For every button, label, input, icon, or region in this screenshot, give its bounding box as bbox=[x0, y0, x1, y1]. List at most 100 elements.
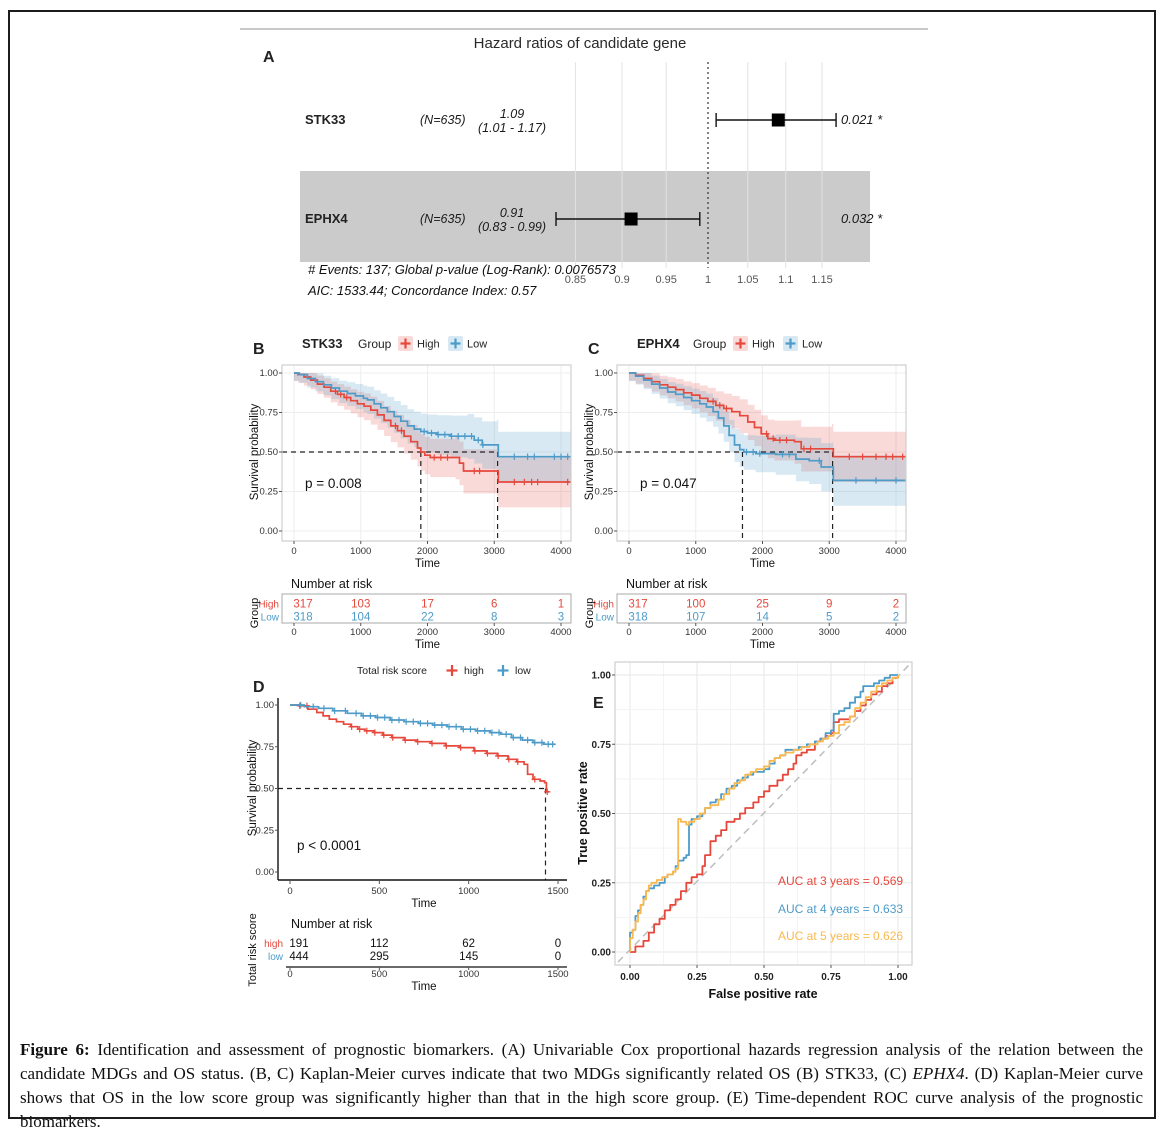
forest-axis-tick: 1 bbox=[705, 274, 711, 286]
risk-count: 0 bbox=[555, 951, 561, 963]
y-axis-title: Survival probability bbox=[249, 403, 261, 500]
hazard-ratio: 0.91 bbox=[500, 206, 524, 220]
roc-y-tick: 0.00 bbox=[592, 948, 612, 959]
panel-label-b: B bbox=[253, 341, 265, 358]
risk-count: 5 bbox=[826, 612, 832, 624]
p-value-text: p = 0.047 bbox=[640, 476, 697, 491]
y-tick-label: 1.00 bbox=[595, 368, 614, 379]
gene-n: (N=635) bbox=[420, 212, 466, 226]
risk-count: 8 bbox=[491, 612, 497, 624]
risk-time-label: Time bbox=[411, 981, 436, 993]
risk-x-tick: 2000 bbox=[417, 627, 438, 638]
forest-title: Hazard ratios of candidate gene bbox=[474, 35, 687, 52]
hr-point-estimate bbox=[624, 212, 638, 226]
risk-count: 25 bbox=[756, 599, 769, 611]
risk-count: 6 bbox=[491, 599, 497, 611]
forest-shaded-band bbox=[300, 171, 870, 262]
y-tick-label: 0.25 bbox=[260, 487, 279, 498]
gene-name: STK33 bbox=[305, 112, 345, 127]
risk-row-label: High bbox=[593, 600, 614, 611]
risk-table-header: Number at risk bbox=[291, 577, 373, 591]
risk-count: 1 bbox=[558, 599, 564, 611]
roc-x-tick: 1.00 bbox=[888, 972, 908, 983]
confidence-interval: (1.01 - 1.17) bbox=[478, 121, 546, 135]
risk-x-tick: 4000 bbox=[550, 627, 571, 638]
risk-count: 444 bbox=[289, 951, 309, 963]
forest-footnote-events: # Events: 137; Global p-value (Log-Rank)… bbox=[308, 262, 617, 277]
risk-x-tick: 4000 bbox=[885, 627, 906, 638]
x-axis-title: Time bbox=[411, 898, 436, 910]
risk-count: 317 bbox=[628, 599, 647, 611]
confidence-band bbox=[629, 373, 906, 489]
x-tick-label: 1000 bbox=[350, 546, 371, 557]
roc-y-tick: 0.75 bbox=[592, 740, 612, 751]
confidence-band bbox=[294, 373, 571, 514]
panel-e-roc-curve: E 0.00 0.25 0.50 0.75 1.00 0.00 0.25 0.50 0.75 1.0… bbox=[576, 661, 913, 1001]
y-tick-label: 0.00 bbox=[256, 867, 275, 878]
forest-axis-tick: 0.9 bbox=[614, 274, 629, 286]
risk-table-header: Number at risk bbox=[291, 917, 373, 931]
risk-count: 3 bbox=[558, 612, 564, 624]
roc-y-tick: 1.00 bbox=[592, 671, 612, 682]
risk-count: 191 bbox=[289, 938, 308, 950]
x-tick-label: 0 bbox=[626, 546, 631, 557]
risk-count: 2 bbox=[893, 599, 899, 611]
x-tick-label: 0 bbox=[287, 886, 292, 897]
forest-axis-tick: 1.15 bbox=[811, 274, 832, 286]
x-tick-label: 1000 bbox=[685, 546, 706, 557]
risk-x-tick: 1000 bbox=[685, 627, 706, 638]
y-tick-label: 0.75 bbox=[595, 408, 614, 419]
risk-x-tick: 2000 bbox=[752, 627, 773, 638]
y-tick-label: 0.50 bbox=[256, 784, 275, 795]
km-curve-high bbox=[290, 704, 550, 793]
y-tick-label: 0.00 bbox=[260, 526, 279, 537]
risk-axis-label: Group bbox=[249, 598, 261, 629]
y-tick-label: 0.00 bbox=[595, 526, 614, 537]
risk-count: 2 bbox=[893, 612, 899, 624]
p-value: 0.032 * bbox=[841, 211, 883, 226]
risk-count: 100 bbox=[686, 599, 705, 611]
gene-name: EPHX4 bbox=[305, 211, 348, 226]
legend-label: low bbox=[515, 665, 531, 677]
risk-count: 62 bbox=[462, 938, 475, 950]
risk-count: 14 bbox=[756, 612, 769, 624]
hr-point-estimate bbox=[771, 113, 785, 127]
y-tick-label: 0.50 bbox=[595, 447, 614, 458]
roc-curve-5-years bbox=[629, 675, 899, 952]
risk-count: 104 bbox=[351, 612, 371, 624]
roc-x-axis-title: False positive rate bbox=[708, 987, 817, 1001]
risk-count: 103 bbox=[351, 599, 370, 611]
panel-label-d: D bbox=[253, 679, 265, 696]
risk-x-tick: 3000 bbox=[819, 627, 840, 638]
risk-x-tick: 0 bbox=[287, 969, 292, 980]
risk-table-header: Number at risk bbox=[626, 577, 708, 591]
roc-x-tick: 0.25 bbox=[687, 972, 707, 983]
risk-row-label: High bbox=[258, 600, 279, 611]
figure-caption: Figure 6: Identification and assessment … bbox=[20, 1038, 1143, 1134]
y-axis-title: Survival probability bbox=[247, 739, 259, 836]
panel-label-a: A bbox=[263, 49, 275, 66]
auc-label: AUC at 4 years = 0.633 bbox=[778, 902, 903, 916]
risk-count: 9 bbox=[826, 599, 832, 611]
risk-row-label: low bbox=[268, 952, 284, 963]
y-tick-label: 0.50 bbox=[260, 447, 279, 458]
roc-curve-4-years bbox=[629, 674, 898, 952]
x-tick-label: 3000 bbox=[819, 546, 840, 557]
x-tick-label: 4000 bbox=[550, 546, 571, 557]
risk-time-label: Time bbox=[415, 639, 440, 651]
panel-label-e: E bbox=[593, 695, 604, 712]
roc-x-tick: 0.50 bbox=[754, 972, 774, 983]
confidence-interval: (0.83 - 0.99) bbox=[478, 220, 546, 234]
caption-segment: . (D) Kaplan-Meier curve shows that OS i… bbox=[20, 1064, 1143, 1131]
legend-label: Low bbox=[467, 339, 487, 351]
km-title: EPHX4 bbox=[637, 336, 680, 351]
y-tick-label: 0.25 bbox=[256, 825, 275, 836]
panel-a-forest-plot: Hazard ratios of candidate gene A STK33 (N=… bbox=[240, 28, 928, 298]
risk-count: 107 bbox=[686, 612, 705, 624]
figure-border bbox=[8, 10, 1156, 1119]
panel-d-km-risk-score: D Total risk score high low 0.00 0.25 0.50 0.75… bbox=[247, 665, 569, 993]
forest-axis-tick: 1.05 bbox=[737, 274, 758, 286]
risk-count: 317 bbox=[293, 599, 312, 611]
risk-axis-label: Total risk score bbox=[247, 913, 259, 986]
